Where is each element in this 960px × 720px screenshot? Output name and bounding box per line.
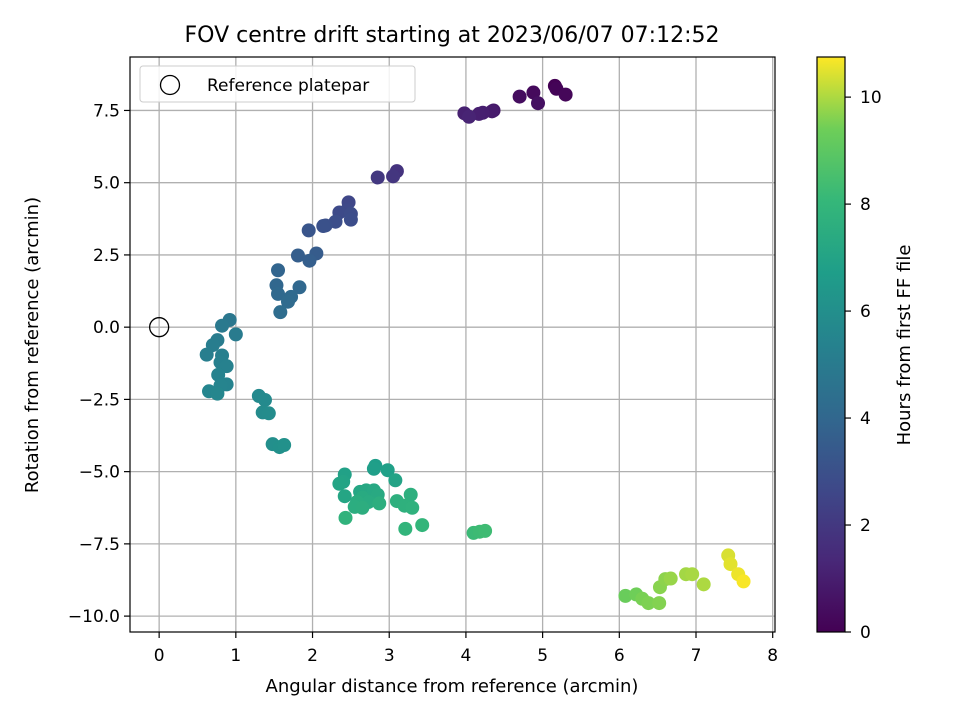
data-point xyxy=(302,253,317,268)
data-point xyxy=(292,280,307,295)
data-point xyxy=(355,500,370,515)
legend-marker-icon xyxy=(159,74,181,96)
data-point xyxy=(215,318,230,333)
data-point xyxy=(343,212,358,227)
colorbar-tick-label: 8 xyxy=(860,195,871,215)
data-point xyxy=(332,476,347,491)
colorbar-tick-label: 10 xyxy=(860,88,882,108)
y-tick-label: −7.5 xyxy=(79,535,120,555)
data-point xyxy=(228,327,243,342)
chart-title: FOV centre drift starting at 2023/06/07 … xyxy=(185,23,720,48)
x-tick-label: 7 xyxy=(691,646,702,666)
grid-lines xyxy=(130,57,775,632)
reference-point xyxy=(148,317,170,338)
colorbar-tick-label: 6 xyxy=(860,302,871,322)
data-point xyxy=(641,596,656,611)
data-point xyxy=(558,87,573,102)
data-point xyxy=(388,473,403,488)
colorbar-tick-label: 2 xyxy=(860,516,871,536)
data-point xyxy=(211,367,226,382)
colorbar-label: Hours from first FF file xyxy=(894,245,915,446)
y-tick-label: 0.0 xyxy=(93,318,120,338)
data-point xyxy=(337,489,352,504)
colorbar-tick-label: 4 xyxy=(860,409,871,429)
x-tick-label: 5 xyxy=(537,646,548,666)
data-point xyxy=(618,588,633,603)
data-point xyxy=(415,518,430,533)
data-point xyxy=(531,96,546,111)
data-point xyxy=(280,294,295,309)
data-point xyxy=(736,574,751,589)
data-point xyxy=(398,521,413,536)
data-point xyxy=(461,109,476,124)
colorbar-ticks: 0 2 4 6 8 10 xyxy=(845,88,882,643)
data-point xyxy=(663,571,678,586)
data-point xyxy=(271,263,286,278)
x-axis-ticks: 0 1 2 3 4 5 6 7 8 xyxy=(154,632,778,666)
data-point xyxy=(370,170,385,185)
data-point xyxy=(273,305,288,320)
data-point xyxy=(512,89,527,104)
y-tick-label: −5.0 xyxy=(79,463,120,483)
x-tick-label: 3 xyxy=(384,646,395,666)
data-point xyxy=(478,523,493,538)
data-point xyxy=(380,463,395,478)
data-point xyxy=(257,392,272,407)
colorbar-frame xyxy=(816,56,846,633)
reference-marker xyxy=(148,317,170,338)
colorbar-gradient xyxy=(817,57,845,632)
y-tick-label: 2.5 xyxy=(93,246,120,266)
data-point xyxy=(290,248,305,263)
y-axis-ticks: 7.5 5.0 2.5 0.0 −2.5 −5.0 −7.5 −10.0 xyxy=(68,101,130,627)
x-tick-label: 1 xyxy=(230,646,241,666)
legend-box xyxy=(139,65,416,103)
data-point xyxy=(366,461,381,476)
y-tick-label: −10.0 xyxy=(68,607,120,627)
data-point xyxy=(405,500,420,515)
x-tick-label: 8 xyxy=(767,646,778,666)
data-point xyxy=(723,557,738,572)
y-tick-label: 5.0 xyxy=(93,174,120,194)
data-point xyxy=(652,596,667,611)
data-point xyxy=(685,567,700,582)
data-point xyxy=(386,169,401,184)
data-point xyxy=(271,286,286,301)
data-point xyxy=(301,223,316,238)
data-point xyxy=(199,347,214,362)
legend: Reference platepar xyxy=(139,65,416,103)
y-tick-label: 7.5 xyxy=(93,101,120,121)
y-axis-label: Rotation from reference (arcmin) xyxy=(22,197,43,493)
x-tick-label: 4 xyxy=(461,646,472,666)
colorbar: 0 2 4 6 8 10 Hours from first FF file xyxy=(816,56,915,643)
data-point xyxy=(277,438,292,453)
data-point xyxy=(372,496,387,511)
x-tick-label: 0 xyxy=(154,646,165,666)
data-points xyxy=(199,78,751,611)
legend-entry-label: Reference platepar xyxy=(207,76,369,96)
plot-frame xyxy=(129,56,776,633)
data-point xyxy=(316,219,331,234)
data-point xyxy=(219,359,234,374)
x-tick-label: 2 xyxy=(307,646,318,666)
data-point xyxy=(526,85,541,100)
data-point xyxy=(210,386,225,401)
y-tick-label: −2.5 xyxy=(79,390,120,410)
colorbar-tick-label: 0 xyxy=(860,623,871,643)
data-point xyxy=(261,406,276,421)
data-point xyxy=(403,487,418,502)
data-point xyxy=(338,510,353,525)
x-axis-label: Angular distance from reference (arcmin) xyxy=(266,676,639,697)
data-point xyxy=(696,577,711,592)
x-tick-label: 6 xyxy=(614,646,625,666)
